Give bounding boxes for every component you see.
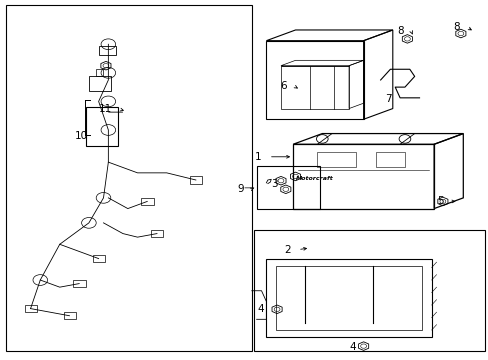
Text: 1: 1 (254, 152, 261, 162)
Text: 8: 8 (452, 22, 459, 32)
Text: 9: 9 (237, 184, 244, 194)
Text: 5: 5 (436, 197, 443, 206)
Bar (141, 198, 153, 205)
Bar (86, 107, 118, 146)
Bar (73, 280, 85, 287)
Bar (6, 5, 251, 351)
Bar (99, 46, 116, 55)
Text: 3: 3 (271, 179, 277, 189)
Bar (375, 153, 404, 167)
Text: 2: 2 (284, 245, 290, 255)
Text: 10: 10 (74, 131, 87, 141)
Bar (256, 166, 319, 208)
Bar (151, 230, 163, 237)
Text: 6: 6 (280, 81, 287, 91)
Bar (89, 76, 111, 91)
Text: 4: 4 (349, 342, 356, 352)
Bar (276, 266, 421, 330)
Text: 8: 8 (397, 26, 403, 36)
Bar (254, 230, 484, 351)
Text: 7: 7 (385, 94, 391, 104)
Text: Motorcraft: Motorcraft (295, 176, 333, 181)
Bar (317, 153, 356, 167)
Bar (266, 258, 431, 337)
Text: 4: 4 (257, 304, 264, 314)
Text: 11: 11 (99, 104, 112, 114)
Bar (190, 176, 202, 184)
Bar (93, 255, 105, 262)
Bar (63, 312, 76, 319)
Bar (25, 305, 37, 312)
Bar (96, 69, 103, 76)
